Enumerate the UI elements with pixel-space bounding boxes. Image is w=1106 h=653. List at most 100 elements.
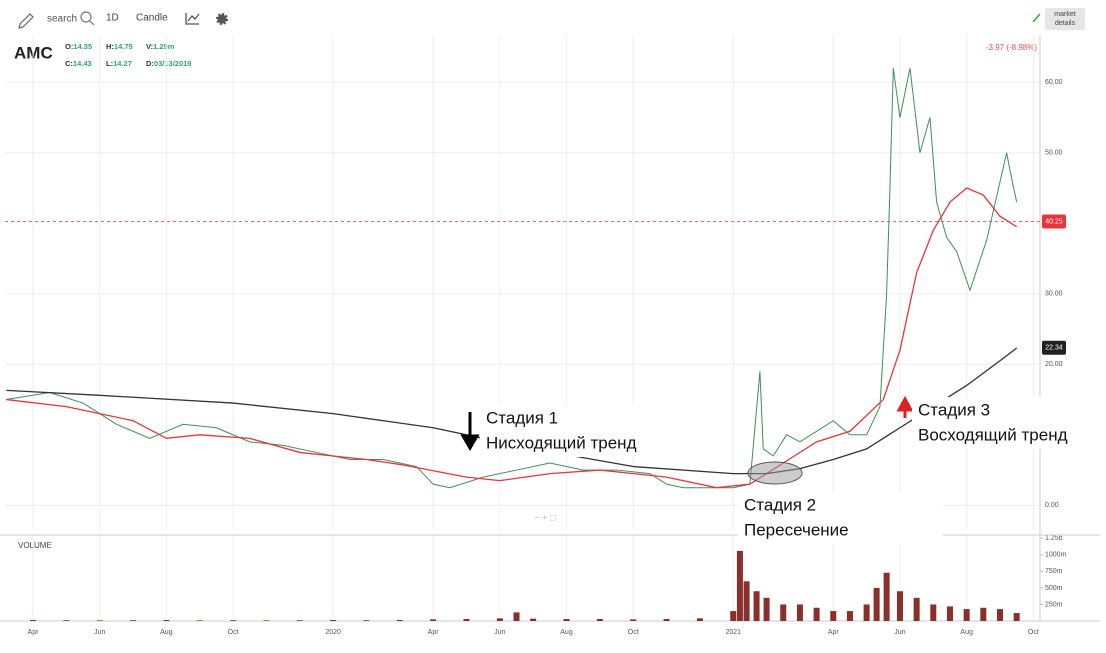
ohlc-label: O:: [65, 42, 73, 51]
volume-bar: [846, 611, 853, 621]
ohlc-item: O:14.35: [65, 42, 92, 51]
volume-bar: [813, 607, 820, 621]
ohlc-value: 14.27: [113, 59, 132, 68]
ma-tag: [1042, 340, 1066, 355]
volume-bar: [396, 620, 403, 621]
volume-bar: [883, 572, 890, 621]
pencil-icon[interactable]: [18, 13, 34, 29]
search-icon-handle: [89, 20, 95, 26]
search[interactable]: search: [47, 14, 77, 25]
volume-tick-label: 1.25b: [1045, 535, 1063, 542]
volume-bar: [753, 591, 760, 621]
ohlc-label: C:: [65, 59, 73, 68]
crossing-ellipse: [747, 461, 803, 485]
volume-bar: [596, 619, 603, 621]
change: -3.97 (-8.98%): [986, 43, 1037, 52]
indicator-icon[interactable]: [185, 13, 200, 25]
volume-bar: [873, 587, 880, 621]
ohlc-label: D:: [146, 59, 154, 68]
x-tick-label: 2020: [325, 629, 341, 636]
down-arrow: [460, 412, 480, 451]
chart-style[interactable]: Candle: [136, 13, 168, 24]
ohlc-value: 14.75: [114, 42, 133, 51]
volume-bar: [996, 609, 1003, 621]
volume-bar: [663, 619, 670, 621]
volume-bar: [196, 620, 203, 621]
toolbar: search 1D Candle market details: [18, 8, 1085, 30]
volume-bar: [230, 620, 237, 621]
volume-bar: [730, 611, 737, 621]
x-tick-label: Aug: [160, 629, 173, 636]
volume-bar: [963, 609, 970, 621]
y-tick-label: 0.00: [1045, 502, 1059, 509]
x-tick-label: Jun: [94, 629, 105, 636]
volume-bar: [930, 604, 937, 621]
annotation-box: [480, 405, 685, 457]
ohlc-label: V:: [146, 42, 153, 51]
link-icon[interactable]: [1032, 13, 1041, 23]
annotation-text: Стадия 1: [486, 408, 558, 427]
volume-tick-label: 750m: [1045, 568, 1063, 575]
volume-bar: [96, 620, 103, 621]
volume-bar: [896, 591, 903, 621]
volume-bar: [63, 620, 70, 621]
annotation-text: Стадия 2: [744, 495, 816, 514]
ohlc-item: C:14.43: [65, 59, 92, 68]
volume-bar: [430, 619, 437, 621]
interval[interactable]: 1D: [106, 13, 119, 24]
volume-bar: [496, 618, 503, 621]
x-tick-label: Oct: [1028, 629, 1039, 636]
volume-bar: [736, 550, 743, 621]
last-price-label: 40.25: [1045, 218, 1063, 225]
zoom-controls[interactable]: − + □: [535, 512, 557, 522]
annotation-text: Пересечение: [744, 520, 849, 539]
volume-bar: [363, 620, 370, 621]
up-arrow: [896, 395, 914, 418]
x-tick-label: Apr: [828, 629, 840, 636]
y-tick-label: 60.00: [1045, 79, 1063, 86]
y-tick-label: 50.00: [1045, 150, 1063, 157]
ohlc-label: H:: [106, 42, 114, 51]
volume-bar: [463, 619, 470, 621]
x-tick-label: 2021: [725, 629, 741, 636]
x-tick-label: Aug: [560, 629, 573, 636]
y-tick-label: 30.00: [1045, 291, 1063, 298]
volume-bar: [513, 612, 520, 621]
ohlc-value: 14.35: [73, 42, 92, 51]
ohlc-value: 03/13/2019: [154, 59, 192, 68]
volume-bar: [780, 604, 787, 621]
volume-title: VOLUME: [18, 541, 52, 550]
volume-bar: [763, 597, 770, 621]
y-tick-label: 20.00: [1045, 361, 1063, 368]
market-details-label: details: [1055, 20, 1076, 27]
volume-bar: [130, 620, 137, 621]
volume-bar: [696, 618, 703, 621]
volume-bar: [330, 620, 337, 621]
ohlc-item: L:14.27: [106, 59, 132, 68]
ohlc-label: L:: [106, 59, 113, 68]
annotation-text: Стадия 3: [918, 400, 990, 419]
volume-tick-label: 1000m: [1045, 552, 1067, 559]
ohlc-item: D:03/13/2019: [146, 59, 191, 68]
annotation-text: Восходящий тренд: [918, 425, 1068, 444]
market-details-button[interactable]: [1045, 8, 1085, 30]
annotation-text: Нисходящий тренд: [486, 433, 637, 452]
volume-tick-label: 250m: [1045, 601, 1063, 608]
x-tick-label: Oct: [228, 629, 239, 636]
volume-bar: [563, 619, 570, 621]
x-tick-label: Apr: [28, 629, 40, 636]
search-icon[interactable]: [80, 11, 92, 23]
volume-bar: [630, 619, 637, 621]
volume-bar: [830, 611, 837, 621]
volume-bar: [743, 581, 750, 621]
settings-icon[interactable]: [216, 13, 228, 25]
volume-bar: [946, 606, 953, 621]
volume-bar: [163, 620, 170, 621]
volume-bar: [863, 604, 870, 621]
volume-bar: [296, 620, 303, 621]
ohlc-value: 14.43: [73, 59, 92, 68]
volume-bar: [30, 620, 37, 621]
ma-tag-label: 22.34: [1045, 345, 1063, 352]
x-tick-label: Jun: [494, 629, 505, 636]
